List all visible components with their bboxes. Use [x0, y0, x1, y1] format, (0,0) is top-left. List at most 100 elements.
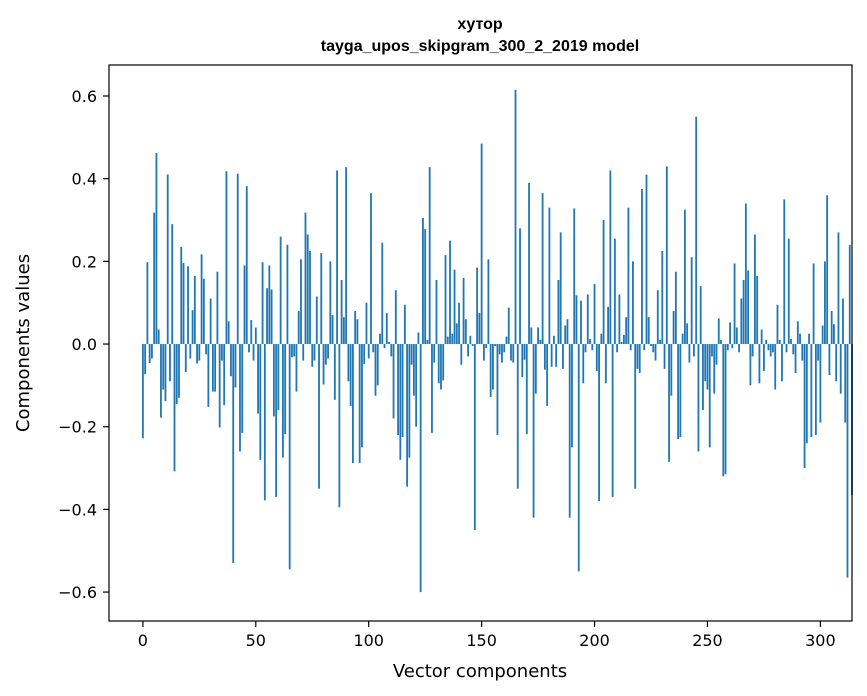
- bar-208: [611, 344, 614, 497]
- bar-27: [202, 278, 205, 345]
- bar-282: [778, 339, 781, 345]
- x-tick-label-100: 100: [353, 631, 384, 650]
- bar-199: [591, 344, 594, 351]
- bar-91: [347, 344, 350, 382]
- bar-207: [609, 170, 612, 345]
- chart-title: хутор: [457, 16, 503, 33]
- bar-77: [315, 296, 318, 345]
- bar-170: [525, 344, 528, 435]
- bar-21: [189, 344, 192, 359]
- bar-56: [268, 265, 271, 345]
- bar-110: [390, 344, 393, 357]
- bar-291: [799, 333, 801, 345]
- bar-205: [604, 344, 607, 384]
- bar-236: [674, 271, 677, 345]
- bar-130: [435, 279, 438, 345]
- bar-194: [580, 300, 582, 345]
- bar-247: [699, 286, 702, 345]
- bar-153: [487, 259, 490, 345]
- bar-53: [261, 262, 264, 345]
- bar-265: [740, 298, 743, 345]
- bar-224: [647, 317, 650, 345]
- bar-99: [365, 302, 368, 345]
- y-tick-label-1: 0.4: [72, 170, 97, 189]
- bar-105: [379, 333, 381, 345]
- bar-251: [708, 344, 711, 448]
- bar-276: [765, 339, 768, 345]
- bar-121: [415, 344, 418, 427]
- y-axis-ticks: 0.6 0.4 0.2 0.0 −0.2 −0.4 −0.6: [58, 87, 109, 602]
- bar-233: [668, 344, 670, 462]
- bar-206: [607, 306, 609, 345]
- bar-261: [731, 344, 734, 349]
- bar-73: [306, 234, 309, 345]
- bar-260: [729, 322, 731, 345]
- bar-262: [733, 263, 736, 345]
- bar-85: [333, 344, 336, 400]
- bar-114: [399, 344, 402, 460]
- bar-158: [498, 344, 501, 355]
- bar-9: [162, 344, 165, 390]
- bar-97: [361, 344, 363, 448]
- bar-86: [336, 170, 338, 345]
- bar-145: [469, 335, 472, 345]
- bar-293: [803, 344, 806, 469]
- bar-120: [412, 344, 415, 396]
- bar-139: [455, 323, 458, 345]
- bar-197: [586, 294, 589, 345]
- bar-162: [507, 307, 510, 345]
- bar-187: [564, 325, 567, 345]
- bar-255: [717, 318, 720, 345]
- bar-308: [837, 232, 840, 345]
- bar-106: [381, 242, 384, 345]
- bar-24: [196, 344, 198, 364]
- bar-184: [557, 279, 560, 345]
- bar-181: [550, 344, 553, 367]
- bar-36: [223, 344, 226, 406]
- bar-296: [810, 344, 813, 438]
- bar-228: [656, 290, 659, 345]
- bar-225: [650, 344, 652, 347]
- bar-83: [329, 261, 332, 345]
- bar-47: [248, 344, 250, 353]
- bar-94: [354, 310, 357, 345]
- bar-215: [627, 207, 630, 345]
- bar-156: [494, 344, 497, 347]
- bar-185: [559, 232, 562, 345]
- bar-290: [796, 321, 799, 345]
- bar-30: [209, 298, 212, 345]
- bar-55: [266, 288, 268, 345]
- x-axis-label: Vector components: [393, 661, 567, 682]
- bar-51: [257, 344, 259, 414]
- bar-166: [516, 344, 519, 489]
- bar-216: [629, 344, 632, 351]
- bar-280: [774, 344, 777, 390]
- bar-5: [153, 212, 156, 345]
- bar-43: [239, 344, 241, 452]
- bar-220: [638, 344, 641, 373]
- bar-49: [252, 344, 255, 361]
- bar-306: [833, 324, 835, 345]
- bar-161: [505, 336, 508, 345]
- bar-series: [141, 89, 853, 593]
- bar-189: [568, 344, 571, 518]
- bar-214: [625, 317, 628, 345]
- y-tick-label-2: 0.2: [72, 252, 97, 271]
- bar-209: [613, 238, 616, 345]
- bar-167: [519, 228, 521, 345]
- bar-74: [309, 251, 311, 345]
- bar-154: [489, 344, 492, 397]
- bar-82: [327, 344, 329, 359]
- bar-292: [801, 344, 804, 361]
- bar-88: [340, 279, 343, 345]
- bar-57: [270, 289, 273, 345]
- bar-302: [824, 261, 826, 345]
- bar-200: [593, 284, 596, 345]
- bar-126: [426, 339, 429, 345]
- bar-37: [225, 171, 228, 345]
- bar-39: [230, 344, 232, 377]
- bar-303: [826, 195, 829, 345]
- bar-249: [704, 344, 707, 382]
- y-tick-label-6: −0.6: [58, 583, 97, 602]
